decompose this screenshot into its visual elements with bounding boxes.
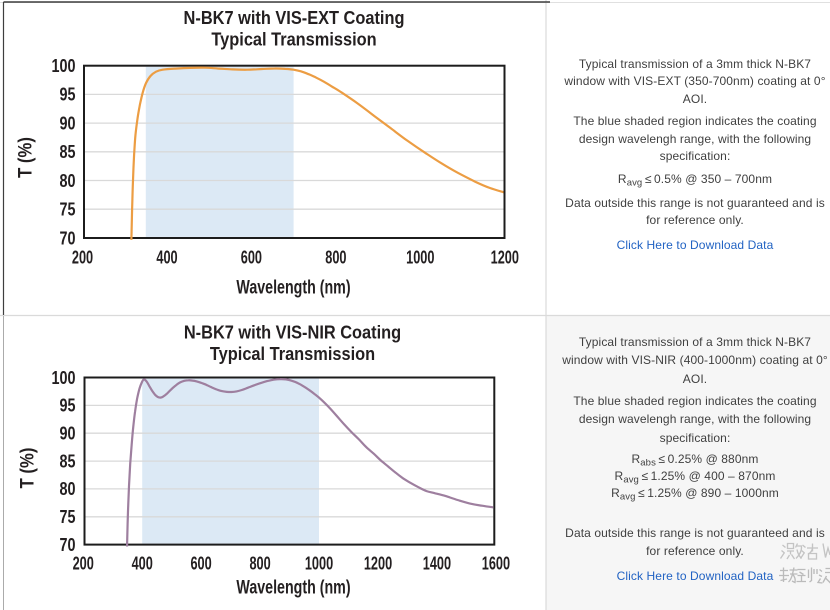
svg-text:1200: 1200 [491,249,520,269]
svg-text:200: 200 [73,554,94,574]
svg-text:100: 100 [52,56,76,76]
svg-text:Typical Transmission: Typical Transmission [210,343,375,364]
svg-text:80: 80 [60,480,76,500]
svg-text:800: 800 [249,554,270,574]
svg-text:1000: 1000 [406,249,435,269]
svg-text:100: 100 [52,368,76,388]
svg-text:T (%): T (%) [17,448,38,489]
svg-text:75: 75 [60,507,76,527]
svg-text:85: 85 [60,143,76,163]
svg-text:70: 70 [60,535,76,555]
svg-text:N-BK7 with VIS-EXT Coating: N-BK7 with VIS-EXT Coating [184,7,405,28]
svg-text:T (%): T (%) [15,137,36,178]
svg-text:400: 400 [156,249,177,269]
svg-text:1600: 1600 [482,554,511,574]
svg-text:1000: 1000 [305,554,334,574]
svg-text:600: 600 [190,554,211,574]
svg-text:600: 600 [241,249,262,269]
svg-text:95: 95 [60,396,76,416]
svg-text:Wavelength (nm): Wavelength (nm) [236,577,350,598]
svg-text:70: 70 [60,229,76,249]
svg-text:Typical Transmission: Typical Transmission [211,28,376,49]
svg-text:90: 90 [60,114,76,134]
svg-text:800: 800 [325,249,346,269]
svg-text:N-BK7 with VIS-NIR Coating: N-BK7 with VIS-NIR Coating [184,321,401,342]
svg-text:1200: 1200 [364,554,393,574]
svg-text:200: 200 [72,249,93,269]
svg-text:80: 80 [60,171,76,191]
svg-text:400: 400 [132,554,153,574]
svg-text:90: 90 [60,424,76,444]
svg-text:1400: 1400 [423,554,452,574]
svg-text:95: 95 [60,85,76,105]
svg-text:85: 85 [60,452,76,472]
svg-text:75: 75 [60,200,76,220]
svg-text:Wavelength (nm): Wavelength (nm) [236,277,350,298]
